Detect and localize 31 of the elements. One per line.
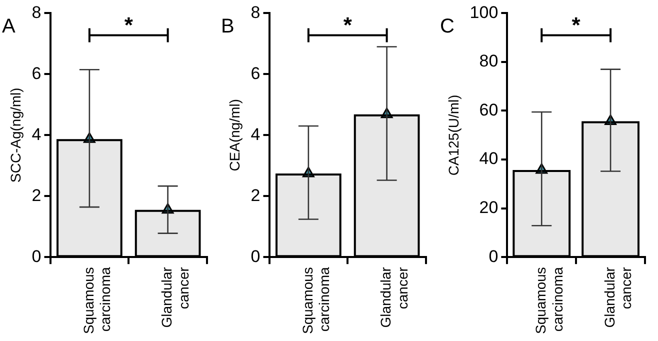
x-tick-label: Glandular cancer (378, 266, 410, 328)
y-axis-title: CEA(ng/ml) (226, 98, 242, 172)
y-tick-label: 0 (250, 246, 260, 266)
x-tick-label: Squamous carcinoma (80, 266, 114, 334)
x-tick-label: Squamous carcinoma (299, 266, 332, 334)
y-tick-label: 2 (250, 186, 260, 205)
y-tick-label: 0 (32, 246, 42, 266)
chart-title: A (2, 16, 16, 38)
y-tick-label: 4 (32, 124, 42, 144)
y-axis-title: CA125(U/ml) (445, 94, 462, 176)
x-tick-label: Squamous carcinoma (532, 266, 566, 334)
y-axis-title: SCC-Ag(ng/ml) (7, 88, 24, 183)
x-tick-label: Glandular cancer (158, 266, 192, 328)
annotation: * (124, 12, 134, 38)
annotation: * (572, 12, 581, 38)
y-tick-label: 0 (488, 246, 498, 266)
x-tick-label: Glandular cancer (601, 266, 634, 328)
y-tick-label: 100 (470, 2, 498, 22)
y-tick-label: 8 (32, 2, 42, 22)
y-tick-label: 40 (479, 149, 498, 168)
annotation: * (343, 12, 352, 38)
y-tick-label: 4 (250, 124, 260, 144)
y-tick-label: 6 (250, 64, 260, 83)
y-tick-label: 60 (479, 100, 498, 120)
y-tick-label: 2 (32, 186, 42, 205)
y-tick-label: 20 (479, 198, 498, 217)
chart-title: C (440, 16, 454, 38)
chart-title: B (221, 16, 234, 38)
y-tick-label: 8 (250, 2, 260, 22)
y-tick-label: 6 (32, 64, 42, 83)
y-tick-label: 80 (479, 52, 498, 71)
